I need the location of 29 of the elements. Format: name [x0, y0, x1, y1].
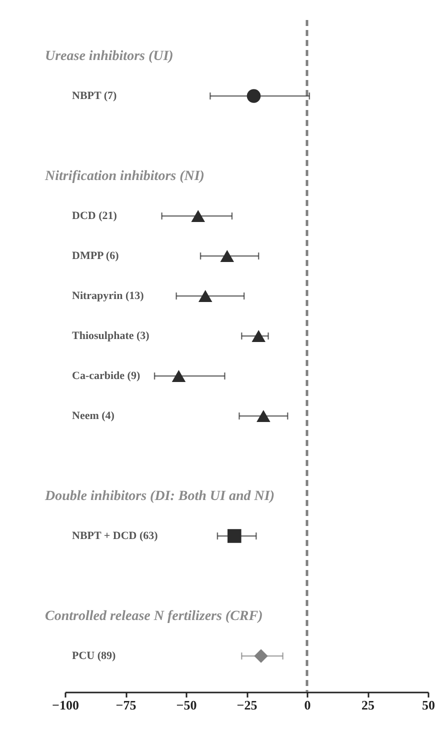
y-tick-label: Neem (4) — [72, 410, 115, 422]
y-tick-label: Double inhibitors (DI: Both UI and NI) — [44, 489, 274, 504]
point — [191, 210, 205, 222]
x-tick-label: −25 — [236, 698, 258, 712]
y-tick-label: DMPP (6) — [72, 250, 120, 262]
x-tick-label: 0 — [304, 698, 311, 712]
y-tick-label: Thiosulphate (3) — [72, 330, 150, 342]
y-tick-label: Ca-carbide (9) — [72, 370, 140, 382]
point — [172, 370, 186, 382]
point — [252, 330, 266, 342]
x-tick-label: −75 — [116, 698, 137, 712]
point — [198, 290, 212, 302]
x-tick-label: −50 — [176, 698, 197, 712]
y-tick-label: NBPT + DCD (63) — [72, 530, 158, 542]
point — [254, 649, 268, 663]
x-tick-label: −100 — [52, 698, 79, 712]
point — [228, 529, 242, 543]
y-tick-label: Urease inhibitors (UI) — [45, 49, 174, 64]
point — [256, 410, 270, 422]
y-tick-label: PCU (89) — [72, 650, 116, 662]
y-tick-label: NBPT (7) — [72, 90, 118, 102]
point — [246, 89, 261, 103]
x-tick-label: 25 — [362, 698, 375, 712]
y-tick-label: Controlled release N fertilizers (CRF) — [45, 609, 263, 624]
point — [220, 250, 234, 262]
y-tick-label: DCD (21) — [72, 210, 118, 222]
x-tick-label: 50 — [422, 698, 435, 712]
y-tick-label: Nitrapyrin (13) — [72, 290, 144, 302]
y-tick-label: Nitrification inhibitors (NI) — [44, 169, 204, 184]
